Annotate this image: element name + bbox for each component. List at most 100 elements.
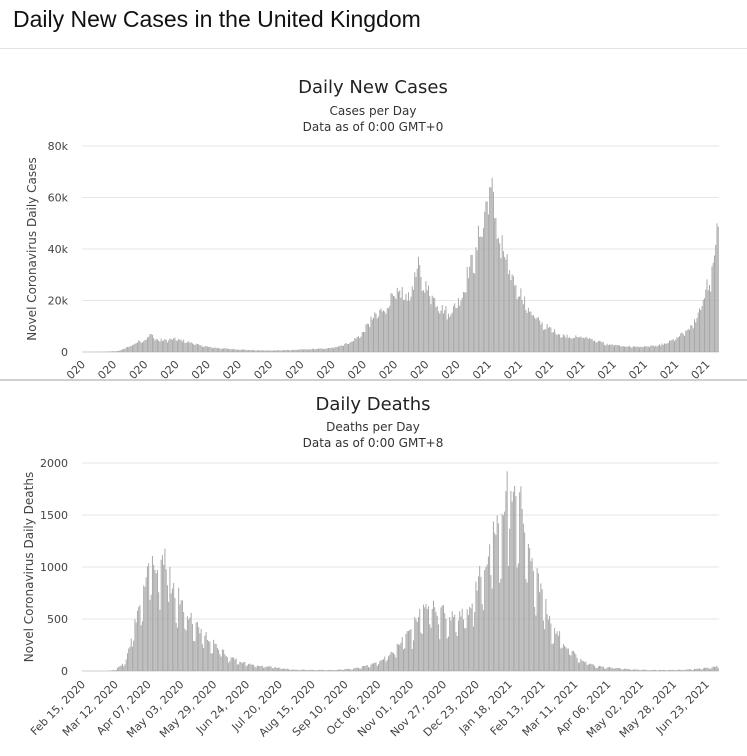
bar [158,592,159,671]
bar [378,317,379,352]
bar [326,670,327,671]
bar [311,349,312,352]
bar [468,278,469,352]
bar [654,670,655,671]
bar [533,571,534,671]
bar [583,661,584,671]
bar [122,664,123,671]
bar [519,296,520,352]
bar [625,669,626,671]
bar [513,492,514,671]
x-tick-label: 020 [314,358,338,379]
bar [528,544,529,671]
bar [480,236,481,352]
x-tick-label: 021 [595,358,619,379]
bar [617,668,618,671]
bar [509,270,510,352]
bar [687,330,688,352]
bar [674,341,675,352]
bar [222,649,223,671]
bar [289,350,290,352]
bar [462,609,463,671]
bar [414,617,415,671]
bar [667,670,668,671]
bar [460,616,461,671]
bar [575,335,576,352]
bar [172,340,173,352]
bar [189,617,190,671]
bar [379,310,380,352]
bar [374,312,375,352]
bar [316,349,317,352]
bar [522,300,523,352]
bar [427,290,428,352]
bar [239,662,240,671]
bar [415,619,416,671]
bar [203,347,204,352]
bar [563,334,564,352]
bar [391,293,392,352]
bar [264,667,265,671]
bar [664,670,665,671]
bar [331,670,332,671]
bar [364,666,365,671]
bar [303,349,304,352]
bar [615,668,616,671]
bar [709,285,710,352]
bar [291,350,292,352]
bar [354,668,355,671]
bar [600,341,601,352]
bar [590,664,591,671]
bar [327,670,328,671]
chart-title: Daily New Cases [298,77,448,98]
bar [327,348,328,352]
bar [356,339,357,352]
bar [610,345,611,352]
bar [712,266,713,352]
bar [410,629,411,671]
bar [599,341,600,352]
bar [412,286,413,352]
bar [473,627,474,671]
bar [181,340,182,352]
bar [169,567,170,671]
bar [598,667,599,671]
bar [288,669,289,671]
bar [700,669,701,671]
bar [216,644,217,671]
bar [262,350,263,352]
bar [677,670,678,671]
bar [118,667,119,671]
y-tick-label: 80k [48,140,69,153]
bar [392,652,393,671]
bar [445,619,446,671]
bar [703,300,704,352]
bar [695,669,696,671]
bar [143,341,144,352]
bar [146,577,147,671]
bar [572,338,573,352]
bar [687,669,688,671]
bar [517,299,518,352]
bar [292,350,293,352]
bar [519,492,520,671]
bar [698,313,699,352]
bar [288,350,289,352]
bar [558,636,559,671]
bar [321,348,322,352]
bar [289,670,290,671]
bar [664,343,665,352]
bar [420,633,421,671]
bar [669,341,670,353]
bar [363,666,364,671]
bar [278,668,279,671]
bar [397,644,398,671]
bar [537,568,538,671]
bar [359,669,360,671]
bar [635,669,636,671]
bar [590,339,591,352]
bar [708,290,709,352]
bar [112,670,113,671]
bar [109,351,110,352]
bar [266,667,267,671]
